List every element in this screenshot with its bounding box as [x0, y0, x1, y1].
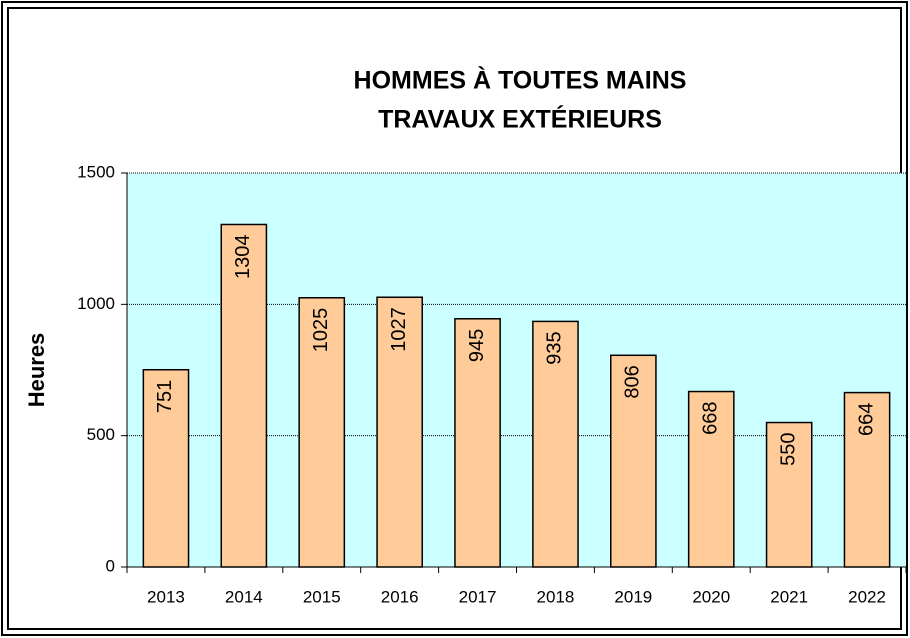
bar [765, 421, 813, 568]
data-label: 664 [855, 403, 877, 436]
x-tick-label: 2019 [614, 587, 652, 606]
data-label: 806 [622, 365, 644, 398]
x-tick-label: 2014 [225, 587, 263, 606]
x-tick-label: 2022 [848, 587, 886, 606]
data-label: 1304 [232, 234, 254, 279]
x-tick-label: 2018 [537, 587, 575, 606]
data-label: 550 [777, 433, 799, 466]
bar [376, 296, 423, 568]
bar [610, 354, 657, 568]
data-label: 668 [700, 402, 722, 435]
chart-title: TRAVAUX EXTÉRIEURS [378, 105, 662, 134]
data-label: 935 [544, 331, 566, 364]
bar [454, 318, 501, 568]
bar [532, 320, 579, 568]
chart-title: HOMMES À TOUTES MAINS [354, 66, 687, 95]
x-tick-label: 2013 [147, 587, 185, 606]
y-tick-label: 1000 [77, 294, 115, 313]
data-label: 1025 [310, 308, 332, 353]
bar [298, 297, 346, 568]
x-tick-label: 2016 [381, 587, 419, 606]
x-tick-label: 2015 [303, 587, 341, 606]
x-tick-label: 2021 [770, 587, 808, 606]
y-tick-label: 500 [87, 425, 115, 444]
bar [142, 368, 190, 568]
y-tick-label: 0 [106, 556, 115, 575]
data-label: 945 [466, 329, 488, 362]
y-tick-label: 1500 [77, 162, 115, 181]
data-label: 1027 [388, 307, 410, 352]
x-tick-label: 2020 [692, 587, 730, 606]
y-axis-label: Heures [24, 333, 49, 408]
x-tick-label: 2017 [459, 587, 497, 606]
bar [687, 390, 735, 568]
data-label: 751 [154, 380, 176, 413]
bar [220, 223, 268, 568]
bar [843, 391, 891, 568]
